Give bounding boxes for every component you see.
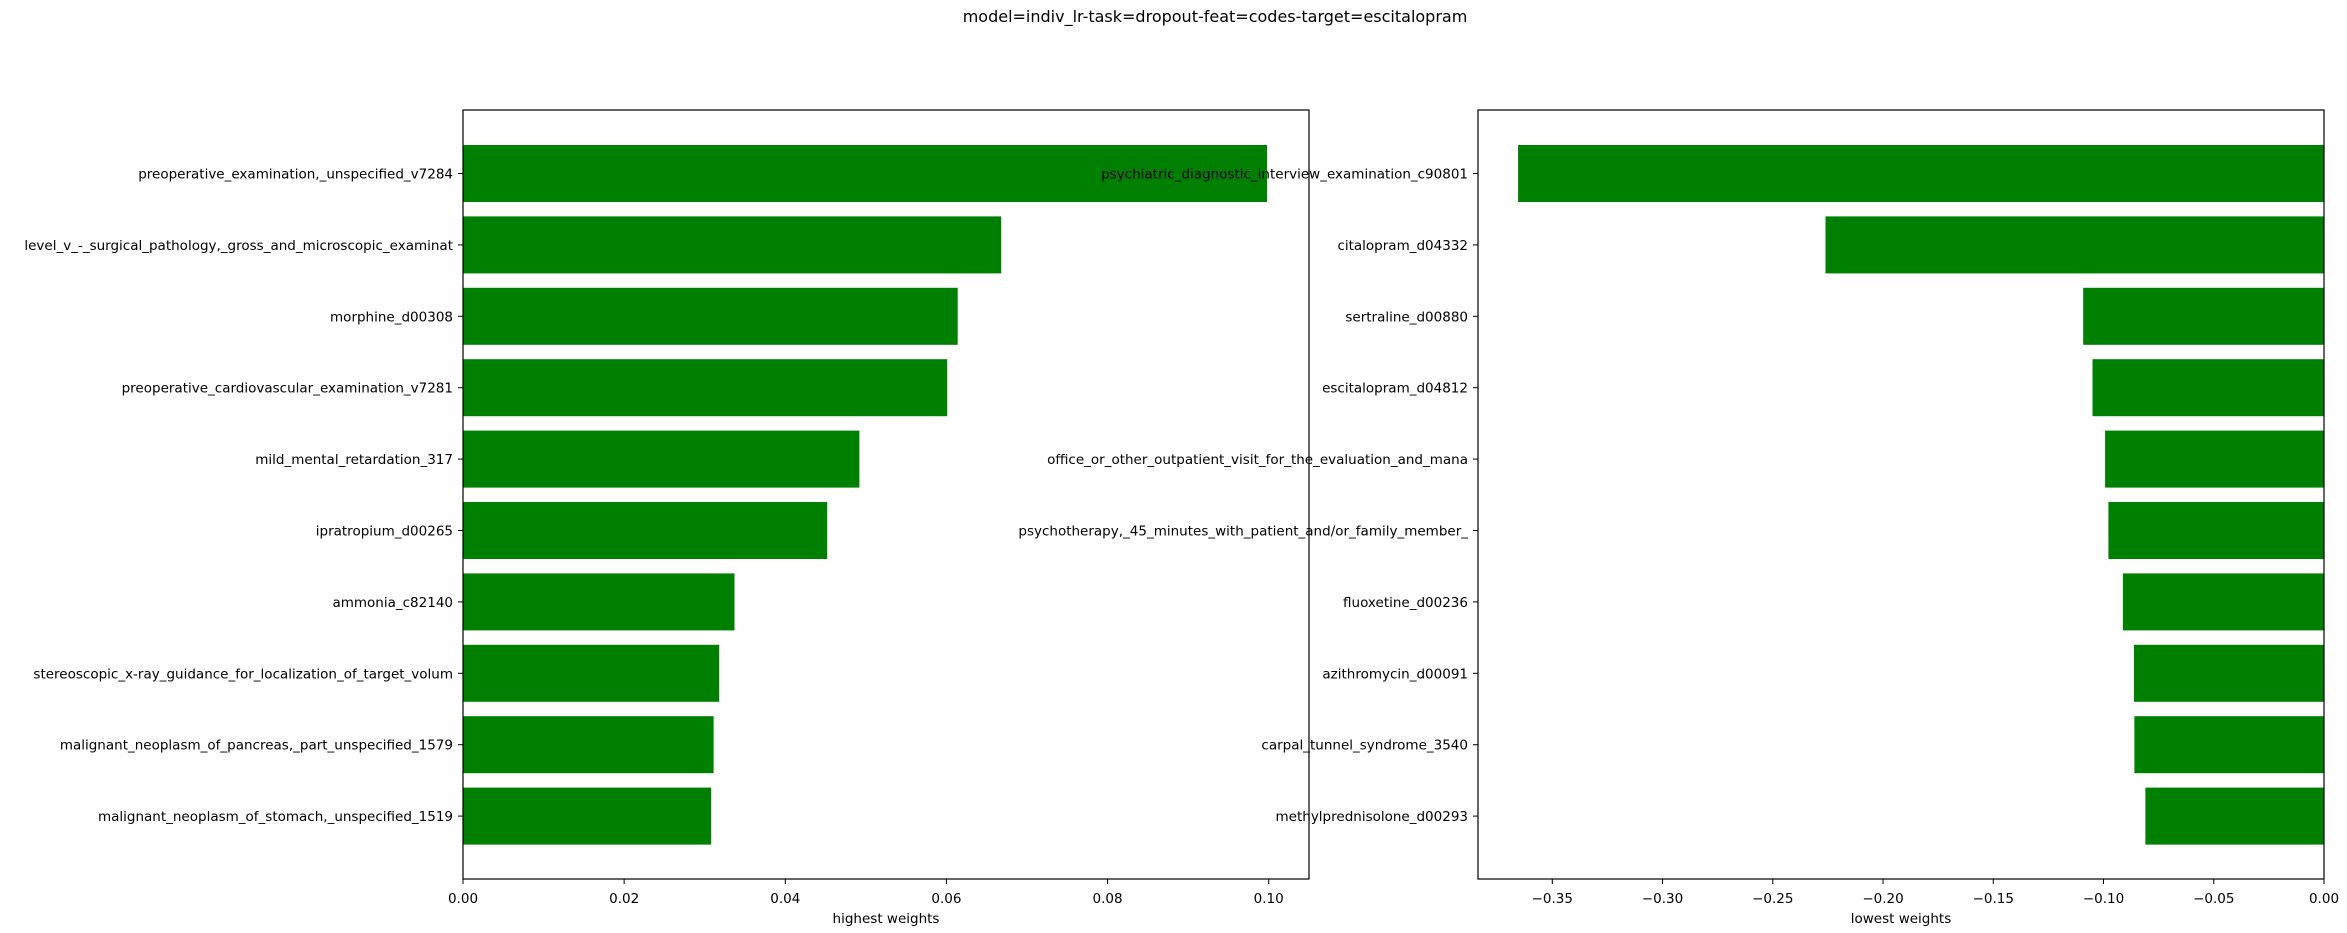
x-tick-label: −0.30 xyxy=(1642,891,1683,907)
category-label: fluoxetine_d00236 xyxy=(1343,595,1468,611)
chart-suptitle: model=indiv_lr-task=dropout-feat=codes-t… xyxy=(963,7,1468,27)
category-label: preoperative_cardiovascular_examination_… xyxy=(122,381,453,397)
bar-lowest-8 xyxy=(2133,644,2324,702)
x-tick-label: 0.00 xyxy=(2309,891,2339,907)
bar-lowest-3 xyxy=(2083,287,2324,345)
category-label: malignant_neoplasm_of_stomach,_unspecifi… xyxy=(98,809,453,825)
category-label: methylprednisolone_d00293 xyxy=(1276,809,1468,825)
category-label: psychiatric_diagnostic_interview_examina… xyxy=(1101,167,1468,183)
category-label: sertraline_d00880 xyxy=(1345,309,1468,325)
x-tick-label: −0.10 xyxy=(2083,891,2124,907)
x-tick-label: −0.25 xyxy=(1752,891,1793,907)
category-label: office_or_other_outpatient_visit_for_the… xyxy=(1047,452,1468,468)
bar-highest-8 xyxy=(463,644,720,702)
category-label: escitalopram_d04812 xyxy=(1322,381,1468,397)
axes-frame xyxy=(462,109,1310,880)
category-label: preoperative_examination,_unspecified_v7… xyxy=(138,167,453,183)
bar-highest-10 xyxy=(463,787,712,845)
category-label: carpal_tunnel_syndrome_3540 xyxy=(1261,738,1468,754)
axes-frame xyxy=(1477,109,2325,880)
category-label: ammonia_c82140 xyxy=(332,595,453,611)
chart-panel-highest-weights: preoperative_examination,_unspecified_v7… xyxy=(24,109,1310,927)
bar-lowest-7 xyxy=(2122,573,2324,631)
x-tick-label: −0.05 xyxy=(2193,891,2234,907)
bar-highest-2 xyxy=(463,216,1002,274)
bar-lowest-1 xyxy=(1518,145,2324,202)
chart-panel-lowest-weights: psychiatric_diagnostic_interview_examina… xyxy=(1018,109,2339,927)
x-tick-label: 0.10 xyxy=(1254,891,1284,907)
bar-lowest-5 xyxy=(2105,430,2324,488)
x-axis-label: lowest weights xyxy=(1851,911,1952,927)
category-label: level_v_-_surgical_pathology,_gross_and_… xyxy=(24,238,453,254)
category-label: psychotherapy,_45_minutes_with_patient_a… xyxy=(1018,524,1468,540)
bar-highest-4 xyxy=(463,359,948,417)
x-tick-label: 0.02 xyxy=(609,891,639,907)
bar-lowest-9 xyxy=(2134,716,2324,774)
x-tick-label: 0.08 xyxy=(1093,891,1123,907)
category-label: morphine_d00308 xyxy=(330,309,453,325)
category-label: azithromycin_d00091 xyxy=(1322,666,1468,682)
bar-lowest-10 xyxy=(2145,787,2324,845)
bar-highest-3 xyxy=(463,287,958,345)
x-tick-label: −0.35 xyxy=(1532,891,1573,907)
x-tick-label: −0.20 xyxy=(1862,891,1903,907)
bar-highest-5 xyxy=(463,430,860,488)
category-label: stereoscopic_x-ray_guidance_for_localiza… xyxy=(33,666,453,682)
category-label: malignant_neoplasm_of_pancreas,_part_uns… xyxy=(60,738,453,754)
x-tick-label: 0.06 xyxy=(931,891,961,907)
category-label: ipratropium_d00265 xyxy=(316,524,453,540)
x-axis-label: highest weights xyxy=(833,911,940,927)
bar-highest-7 xyxy=(463,573,735,631)
x-tick-label: −0.15 xyxy=(1973,891,2014,907)
x-tick-label: 0.04 xyxy=(770,891,800,907)
bar-lowest-4 xyxy=(2092,359,2324,417)
bar-lowest-6 xyxy=(2108,502,2324,559)
x-tick-label: 0.00 xyxy=(448,891,478,907)
category-label: citalopram_d04332 xyxy=(1337,238,1468,254)
bar-lowest-2 xyxy=(1825,216,2324,274)
category-label: mild_mental_retardation_317 xyxy=(255,452,453,468)
bar-highest-9 xyxy=(463,716,714,774)
bar-highest-1 xyxy=(463,145,1268,202)
bar-highest-6 xyxy=(463,502,828,559)
